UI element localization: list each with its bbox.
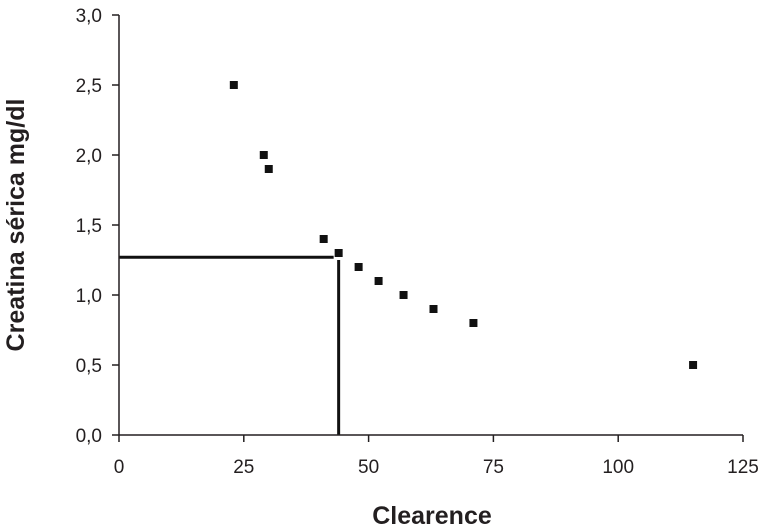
x-tick-label: 50 [358,457,379,478]
x-tick-label: 100 [602,457,634,478]
data-point [334,249,343,257]
reference-lines [119,255,341,435]
x-tick-label: 0 [114,457,125,478]
y-tick-label: 1,0 [76,286,102,307]
data-point [689,361,698,369]
data-point [229,81,238,89]
data-point [429,305,438,313]
tick-labels: 0 25 50 75 100 125 0,0 0,5 1,0 1,5 2,0 2,5 3,0 [76,6,759,478]
x-axis-title: Clearence [372,502,492,529]
data-point [354,263,363,271]
x-tick-label: 125 [727,457,759,478]
data-point [469,319,478,327]
data-point [264,165,273,173]
data-point [399,291,408,299]
y-tick-label: 2,5 [76,76,102,97]
y-tick-label: 3,0 [76,6,102,27]
y-tick-label: 2,0 [76,146,102,167]
data-point [319,235,328,243]
data-point [259,151,268,159]
data-points [229,81,698,369]
y-tick-label: 0,0 [76,426,102,447]
y-tick-label: 0,5 [76,356,102,377]
axes [112,14,744,442]
y-tick-label: 1,5 [76,216,102,237]
x-tick-label: 75 [483,457,504,478]
x-tick-label: 25 [233,457,254,478]
y-axis-title: Creatina sérica mg/dl [2,99,30,352]
data-point [374,277,383,285]
